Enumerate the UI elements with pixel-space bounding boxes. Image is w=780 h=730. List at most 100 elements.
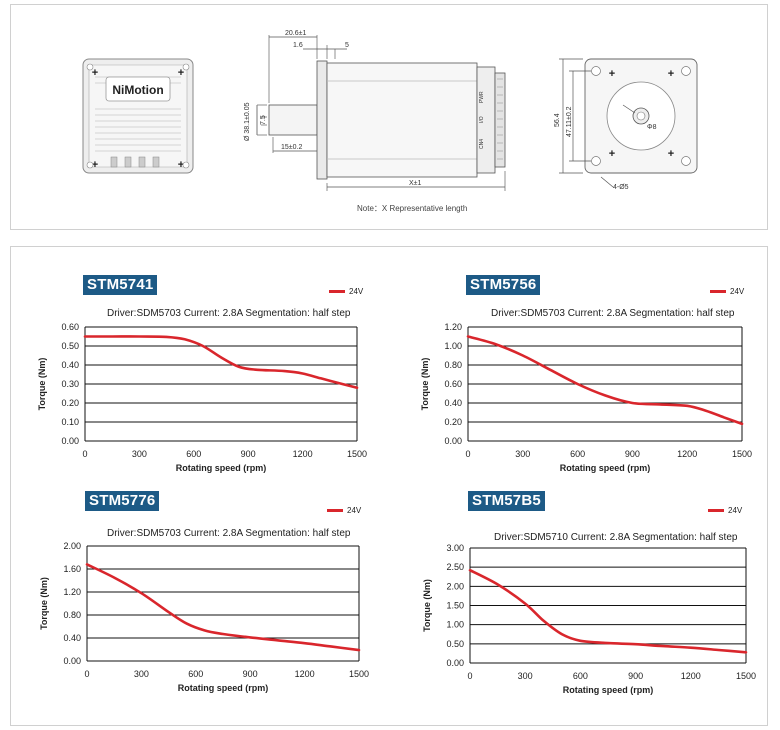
x-tick-label: 1500	[736, 671, 756, 681]
svg-text:+: +	[178, 159, 184, 171]
connector-label-pwr: PWR	[479, 91, 485, 103]
legend-label: 24V	[728, 506, 743, 515]
svg-text:+: +	[92, 159, 98, 171]
y-tick-label: 1.60	[63, 564, 81, 574]
test-conditions: Driver:SDM5710 Current: 2.8A Segmentatio…	[494, 532, 738, 543]
x-tick-label: 600	[186, 449, 201, 459]
dim-7-5: 7.5	[260, 115, 267, 125]
x-axis-label: Rotating speed (rpm)	[178, 683, 269, 693]
x-tick-label: 0	[84, 669, 89, 679]
y-tick-label: 1.00	[446, 620, 464, 630]
y-tick-label: 0.80	[63, 610, 81, 620]
y-tick-label: 0.10	[61, 417, 79, 427]
x-tick-label: 1200	[677, 449, 697, 459]
chart-legend: 24V	[710, 287, 744, 296]
chart-stm5756: STM5756 24V Driver:SDM5703 Current: 2.8A…	[390, 247, 769, 487]
svg-text:+: +	[92, 67, 98, 79]
y-tick-label: 3.00	[446, 543, 464, 553]
x-tick-label: 1200	[295, 669, 315, 679]
dim-15: 15±0.2	[281, 144, 302, 151]
y-axis-label: Torque (Nm)	[420, 358, 430, 411]
y-tick-label: 0.40	[63, 633, 81, 643]
motor-rear-view: NiMotion + + + +	[82, 58, 194, 174]
svg-text:+: +	[609, 68, 615, 80]
model-tag: STM5741	[83, 275, 158, 295]
chart-legend: 24V	[708, 506, 742, 515]
motor-side-view	[256, 35, 506, 191]
connector-label-cn4: CN4	[479, 139, 485, 149]
model-tag: STM57B5	[468, 491, 545, 511]
y-tick-label: 0.80	[444, 360, 462, 370]
x-tick-label: 600	[188, 669, 203, 679]
y-tick-label: 0.00	[63, 656, 81, 666]
y-tick-label: 1.20	[444, 322, 462, 332]
x-tick-label: 0	[467, 671, 472, 681]
y-tick-label: 0.60	[61, 322, 79, 332]
legend-label: 24V	[349, 287, 364, 296]
x-tick-label: 0	[82, 449, 87, 459]
dim-56-4: 56.4	[554, 113, 561, 127]
chart-stm5776: STM5776 24V Driver:SDM5703 Current: 2.8A…	[11, 487, 390, 727]
svg-text:+: +	[609, 148, 615, 160]
svg-text:+: +	[668, 148, 674, 160]
y-axis-label: Torque (Nm)	[422, 579, 432, 632]
x-tick-label: 1200	[293, 449, 313, 459]
y-axis-label: Torque (Nm)	[39, 577, 49, 630]
dimension-drawing-panel: NiMotion + + + +	[10, 4, 768, 230]
svg-text:+: +	[668, 68, 674, 80]
test-conditions: Driver:SDM5703 Current: 2.8A Segmentatio…	[107, 308, 351, 319]
motor-end-view: + + + + 56.4 47.11±0.2 Φ8 4-Ø5	[554, 58, 698, 191]
dim-20-6: 20.6±1	[285, 30, 306, 37]
y-axis-label: Torque (Nm)	[37, 358, 47, 411]
y-tick-label: 0.50	[61, 341, 79, 351]
torque-curve-24v	[466, 335, 744, 426]
y-tick-label: 0.30	[61, 379, 79, 389]
drawing-note: Note：X Representative length	[357, 204, 467, 213]
y-tick-label: 0.20	[444, 417, 462, 427]
y-tick-label: 1.00	[444, 341, 462, 351]
x-tick-label: 1500	[732, 449, 752, 459]
dim-holes: 4-Ø5	[613, 184, 629, 191]
x-tick-label: 1500	[349, 669, 369, 679]
chart-stm57b5: STM57B5 24V Driver:SDM5710 Current: 2.8A…	[390, 487, 769, 727]
x-tick-label: 900	[628, 671, 643, 681]
legend-swatch	[329, 290, 345, 293]
x-tick-label: 900	[241, 449, 256, 459]
x-tick-label: 0	[465, 449, 470, 459]
dim-x: X±1	[409, 180, 422, 187]
y-tick-label: 0.00	[446, 658, 464, 668]
dimension-drawings: NiMotion + + + +	[82, 30, 698, 213]
torque-chart-svg: 0.00 0.10 0.20 0.30 0.40 0.50 0.60 0 300 600 900 12…	[37, 322, 367, 473]
x-tick-label: 300	[134, 669, 149, 679]
torque-chart-svg: 0.00 0.20 0.40 0.60 0.80 1.00 1.20 0 300 600 900 12…	[420, 322, 752, 473]
dim-47-11: 47.11±0.2	[566, 106, 573, 137]
x-tick-label: 1500	[347, 449, 367, 459]
connector-label-io: I/O	[479, 116, 485, 123]
chart-legend: 24V	[327, 506, 361, 515]
y-tick-label: 0.60	[444, 379, 462, 389]
x-axis-label: Rotating speed (rpm)	[563, 685, 654, 695]
y-tick-label: 1.20	[63, 587, 81, 597]
x-tick-label: 1200	[681, 671, 701, 681]
y-tick-label: 0.40	[61, 360, 79, 370]
y-tick-label: 0.20	[61, 398, 79, 408]
x-axis-label: Rotating speed (rpm)	[560, 463, 651, 473]
torque-curve-24v	[85, 563, 361, 652]
legend-label: 24V	[347, 506, 362, 515]
chart-stm5741: STM5741 24V Driver:SDM5703 Current: 2.8A…	[11, 247, 390, 487]
y-tick-label: 2.00	[63, 541, 81, 551]
dim-shaft-8: Φ8	[647, 124, 657, 131]
x-tick-label: 900	[243, 669, 258, 679]
x-tick-label: 600	[570, 449, 585, 459]
torque-curve-24v	[83, 335, 359, 390]
dim-38-1: Ø 38.1±0.05	[244, 102, 251, 141]
x-axis-label: Rotating speed (rpm)	[176, 463, 267, 473]
x-tick-label: 600	[573, 671, 588, 681]
x-tick-label: 300	[132, 449, 147, 459]
brand-logo: NiMotion	[112, 83, 163, 97]
chart-legend: 24V	[329, 287, 363, 296]
legend-swatch	[710, 290, 726, 293]
legend-swatch	[708, 509, 724, 512]
torque-chart-svg: 0.00 0.50 1.00 1.50 2.00 2.50 3.00 0 300 600 900 12…	[422, 543, 756, 695]
y-tick-label: 0.00	[61, 436, 79, 446]
